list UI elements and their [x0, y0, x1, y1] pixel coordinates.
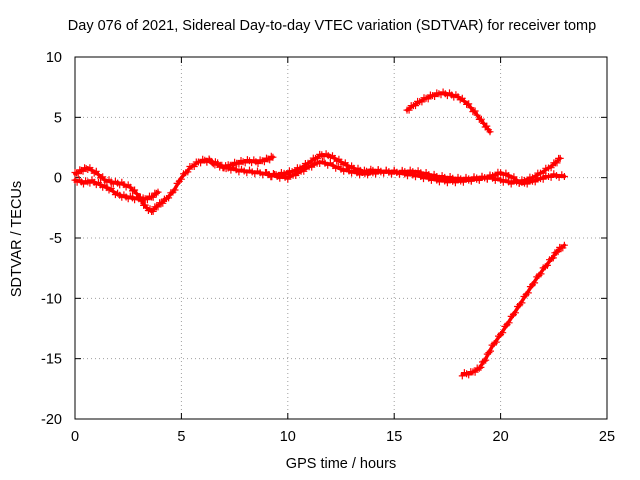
data-point	[300, 167, 308, 175]
data-point	[483, 350, 491, 358]
data-point	[483, 175, 491, 183]
data-point	[477, 363, 485, 371]
data-point	[556, 154, 564, 162]
data-point	[284, 175, 292, 183]
data-point	[418, 98, 426, 106]
data-point	[292, 172, 300, 179]
data-point	[184, 168, 192, 176]
data-point	[547, 173, 555, 181]
data-point	[149, 207, 157, 215]
x-tick-label: 15	[386, 429, 402, 445]
data-point	[177, 175, 185, 183]
x-tick-label: 20	[493, 429, 509, 445]
data-point	[424, 95, 432, 103]
data-point	[512, 309, 519, 317]
data-point	[486, 128, 494, 136]
chart-title: Day 076 of 2021, Sidereal Day-to-day VTE…	[67, 18, 597, 34]
data-point	[473, 111, 481, 119]
y-axis-label: SDTVAR / TECUs	[9, 180, 25, 298]
data-point	[518, 299, 526, 307]
data-point	[260, 158, 268, 166]
x-tick-label: 10	[280, 429, 296, 445]
data-point	[269, 153, 277, 161]
data-point	[190, 163, 198, 170]
data-point	[560, 173, 568, 180]
x-tick-label: 0	[71, 429, 79, 445]
data-point	[465, 100, 473, 108]
data-point	[487, 347, 494, 355]
data-point	[431, 93, 439, 100]
y-tick-label: -10	[41, 291, 62, 307]
data-point	[505, 319, 513, 327]
data-point	[524, 289, 532, 297]
data-point	[547, 164, 555, 172]
data-point	[159, 199, 167, 207]
data-point	[131, 186, 139, 194]
data-point	[471, 107, 479, 115]
data-point	[82, 165, 90, 173]
data-point	[235, 160, 243, 168]
data-point	[483, 122, 491, 130]
data-point	[308, 163, 316, 171]
data-point	[74, 170, 82, 178]
data-point	[467, 104, 475, 112]
x-tick-label: 25	[599, 429, 615, 445]
series-arc-3	[203, 150, 564, 188]
y-tick-label: 5	[54, 110, 62, 126]
x-tick-label: 5	[177, 429, 185, 445]
data-point	[543, 261, 551, 269]
data-point	[197, 159, 205, 167]
y-tick-label: 0	[54, 171, 62, 187]
data-point	[475, 364, 483, 372]
series-trace	[460, 243, 567, 377]
data-point	[549, 254, 557, 262]
data-point	[154, 203, 162, 211]
data-point	[499, 329, 507, 337]
data-point	[477, 115, 485, 123]
data-point	[267, 152, 275, 160]
data-point	[480, 357, 488, 365]
x-axis-label: GPS time / hours	[285, 456, 397, 472]
y-tick-label: -5	[49, 231, 62, 247]
y-tick-label: -20	[41, 412, 62, 428]
data-point	[553, 159, 561, 167]
data-point	[149, 193, 157, 201]
data-point	[482, 356, 490, 364]
data-point	[471, 368, 479, 376]
data-point	[143, 196, 151, 204]
data-point	[554, 248, 562, 256]
data-point	[560, 241, 568, 249]
data-point	[491, 172, 499, 180]
data-point	[405, 106, 413, 114]
data-point	[126, 183, 134, 191]
series-arc-6	[458, 241, 568, 380]
y-tick-label: -15	[41, 352, 62, 368]
data-point	[171, 186, 179, 194]
data-point	[475, 176, 483, 184]
data-point	[165, 194, 173, 202]
data-point	[531, 178, 539, 186]
series-arc-5	[403, 88, 494, 136]
data-point	[539, 175, 547, 183]
series-arc-2	[71, 176, 162, 205]
y-tick-label: 10	[46, 50, 62, 66]
series-arc-4	[263, 157, 568, 188]
data-point	[537, 270, 545, 278]
data-point	[154, 188, 162, 196]
data-point	[523, 180, 531, 188]
data-point	[254, 160, 262, 167]
data-point	[412, 102, 419, 110]
data-point	[492, 338, 500, 346]
data-point	[531, 279, 539, 287]
data-point	[485, 349, 493, 357]
data-point	[152, 189, 160, 197]
